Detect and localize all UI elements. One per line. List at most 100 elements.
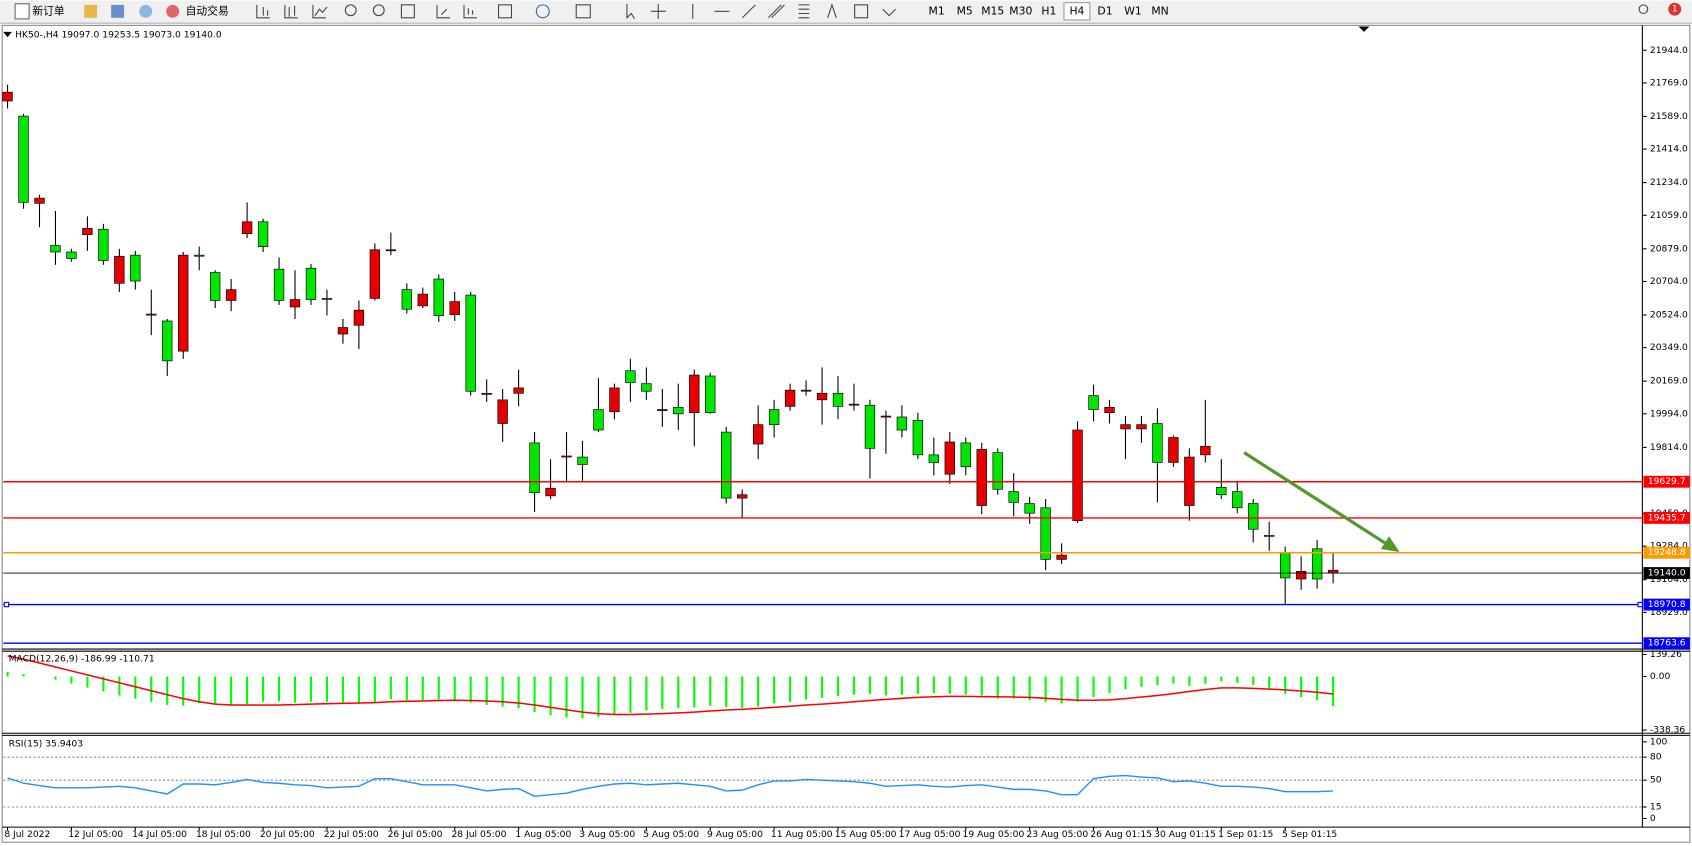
- x-tick-label: 1 Sep 01:15: [1218, 829, 1273, 840]
- candle-body: [162, 320, 173, 362]
- icon[interactable]: [882, 8, 897, 17]
- candle-body: [928, 454, 940, 463]
- icon[interactable]: [742, 4, 756, 19]
- x-tick-label: 3 Aug 05:00: [579, 829, 635, 840]
- icon[interactable]: [284, 4, 298, 19]
- icon[interactable]: [497, 4, 513, 19]
- candle-body: [1040, 507, 1051, 560]
- candle-body: [561, 455, 572, 458]
- candle-body: [800, 389, 812, 392]
- auto-trading[interactable]: 自动交易: [186, 4, 229, 17]
- period[interactable]: D1: [1097, 4, 1112, 17]
- level-handle: [1637, 601, 1643, 608]
- candle-body: [737, 494, 748, 499]
- candle-body: [545, 487, 556, 497]
- period[interactable]: H4: [1069, 4, 1084, 17]
- icon[interactable]: [767, 4, 785, 19]
- y-tick-label: 19994.0: [1650, 408, 1688, 419]
- period[interactable]: H1: [1041, 4, 1056, 17]
- x-tick-label: 26 Jul 05:00: [388, 829, 443, 840]
- candle-body: [1280, 552, 1291, 579]
- level-label: 19629.7: [1648, 476, 1686, 487]
- icon[interactable]: [400, 4, 415, 19]
- icon[interactable]: [372, 4, 385, 17]
- candle-body: [1200, 445, 1211, 456]
- search-icon[interactable]: [1638, 4, 1649, 15]
- icon[interactable]: [827, 3, 837, 18]
- level-label: 19435.7: [1648, 512, 1686, 523]
- candle-body: [321, 298, 333, 300]
- candle-body: [848, 403, 860, 406]
- new-order-icon[interactable]: [14, 3, 30, 20]
- autotrade-icon[interactable]: [166, 4, 180, 18]
- tool-icons: [256, 3, 1649, 20]
- icon[interactable]: [575, 4, 591, 19]
- y-tick-label: 20704.0: [1650, 276, 1688, 287]
- x-tick-label: 19 Aug 05:00: [963, 829, 1025, 840]
- rsi-line: [7, 774, 1334, 797]
- icon[interactable]: [626, 3, 635, 20]
- icon[interactable]: [111, 4, 125, 18]
- candle-body: [513, 387, 524, 394]
- candle-body: [752, 424, 764, 445]
- candle-body: [1136, 424, 1147, 430]
- period[interactable]: M1: [929, 4, 945, 17]
- candle-body: [1008, 491, 1019, 503]
- level-label-box: [1643, 637, 1690, 650]
- new-order[interactable]: 新订单: [32, 4, 65, 17]
- x-tick-label: 23 Aug 05:00: [1026, 829, 1088, 840]
- candle-body: [1232, 491, 1243, 509]
- x-tick-label: 5 Sep 01:15: [1282, 829, 1337, 840]
- period[interactable]: M5: [957, 4, 973, 17]
- candle-body: [625, 370, 636, 383]
- candle-body: [241, 221, 253, 235]
- candle-body: [449, 301, 460, 315]
- period[interactable]: W1: [1124, 4, 1142, 17]
- level-label-box: [1643, 511, 1690, 524]
- y-tick-label: 20169.0: [1650, 376, 1688, 387]
- candle-body: [34, 197, 45, 204]
- chart-title: HK50-,H4 19097.0 19253.5 19073.0 19140.0: [15, 30, 222, 41]
- level-label: 18763.6: [1648, 638, 1686, 649]
- y-tick-label: 19104.0: [1650, 574, 1688, 585]
- icon[interactable]: [463, 4, 477, 19]
- toolbar: [0, 0, 1692, 24]
- period[interactable]: MN: [1151, 4, 1168, 17]
- candle-body: [880, 415, 892, 418]
- alert-count: 1: [1672, 4, 1678, 15]
- candle-body: [1104, 406, 1115, 414]
- candle-body: [577, 456, 588, 465]
- candle-body: [1088, 395, 1099, 410]
- x-tick-label: 20 Jul 05:00: [260, 829, 315, 840]
- candle-body: [1295, 571, 1307, 580]
- x-tick-label: 8 Jul 2022: [4, 829, 50, 840]
- candle-body: [481, 392, 492, 395]
- candle-body: [114, 255, 125, 284]
- period[interactable]: M15: [981, 4, 1004, 17]
- alert-badge[interactable]: [1668, 2, 1682, 16]
- level-label-box: [1643, 567, 1690, 579]
- x-tick-label: 11 Aug 05:00: [771, 829, 833, 840]
- icon[interactable]: [256, 4, 270, 19]
- x-tick-label: 30 Aug 01:15: [1154, 829, 1216, 840]
- candle-body: [657, 409, 668, 411]
- candle-body: [209, 272, 221, 301]
- icon[interactable]: [344, 4, 357, 17]
- candle-body: [593, 409, 604, 431]
- icon[interactable]: [139, 4, 153, 18]
- icon[interactable]: [650, 3, 666, 19]
- icon[interactable]: [798, 4, 810, 19]
- icon[interactable]: [854, 4, 869, 19]
- candle-body: [18, 115, 29, 203]
- period[interactable]: M30: [1009, 4, 1032, 17]
- candle-body: [178, 254, 189, 352]
- level-label-box: [1643, 598, 1690, 611]
- icon[interactable]: [84, 4, 98, 18]
- icon[interactable]: [436, 4, 450, 19]
- icon[interactable]: [535, 4, 550, 19]
- icon[interactable]: [312, 4, 328, 19]
- candle-body: [82, 227, 93, 235]
- candle-body: [369, 249, 381, 299]
- menu-triangle[interactable]: [3, 31, 12, 38]
- candle-body: [130, 254, 141, 282]
